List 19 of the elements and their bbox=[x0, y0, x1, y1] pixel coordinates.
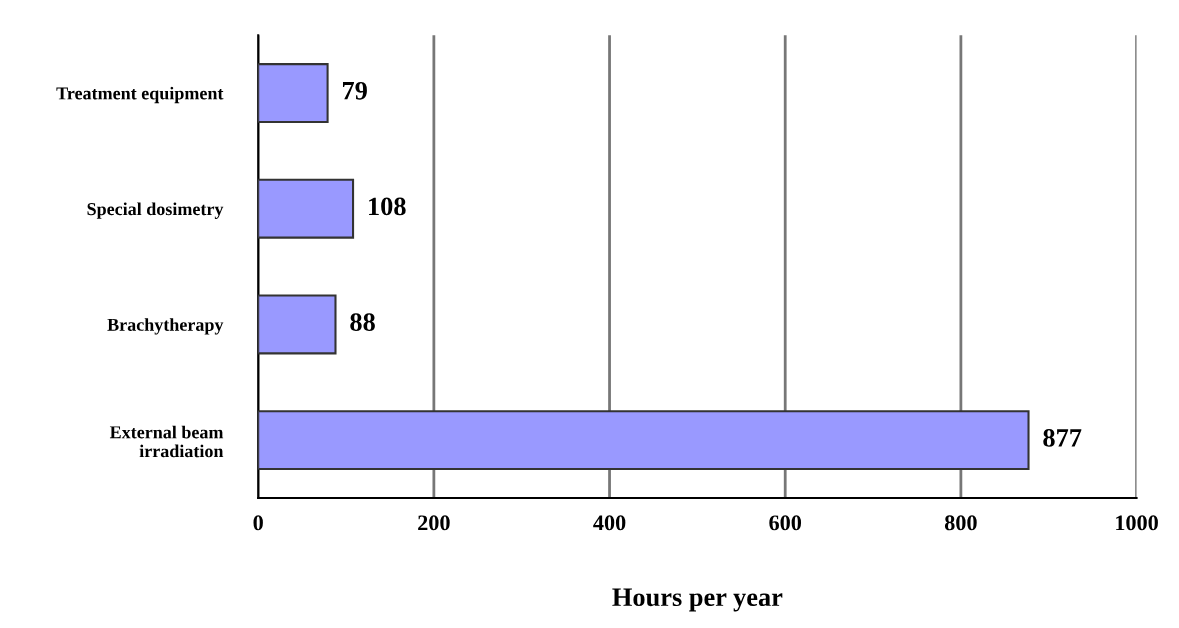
x-tick-label: 600 bbox=[769, 515, 802, 531]
x-tick-label: 1000 bbox=[1116, 515, 1158, 531]
x-tick-label: 400 bbox=[593, 515, 626, 531]
bar bbox=[258, 294, 337, 355]
bar bbox=[258, 63, 329, 123]
x-tick-label: 200 bbox=[418, 515, 450, 531]
data-label: 877 bbox=[1043, 428, 1082, 447]
x-axis-title: Hours per year bbox=[612, 588, 783, 612]
data-label: 108 bbox=[369, 197, 406, 216]
x-tick-label: 800 bbox=[944, 515, 977, 531]
y-tick-label: Brachytherapy bbox=[107, 318, 224, 335]
bar bbox=[258, 178, 355, 239]
data-label: 79 bbox=[342, 81, 367, 100]
x-tick-label: 0 bbox=[253, 515, 263, 531]
bar bbox=[258, 410, 1030, 471]
y-tick-label: Treatment equipment bbox=[56, 86, 224, 104]
y-tick-label: External beam irradiation bbox=[109, 425, 224, 458]
data-label: 88 bbox=[350, 313, 375, 332]
y-tick-label: Special dosimetry bbox=[87, 202, 224, 219]
